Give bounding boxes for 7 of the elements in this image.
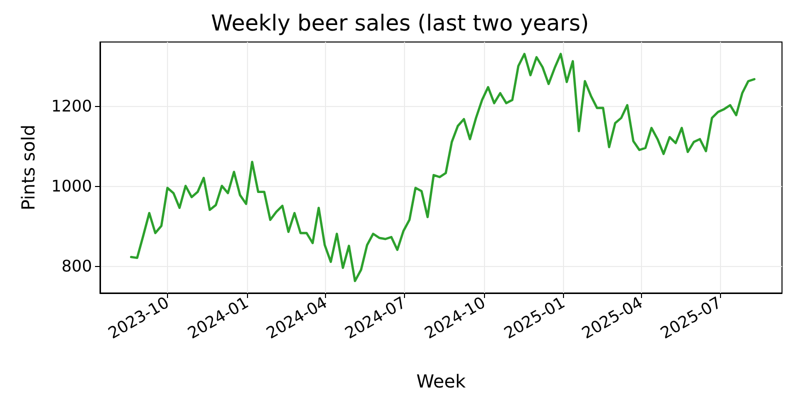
y-tick-label: 1200 bbox=[51, 96, 92, 116]
x-axis-title: Week bbox=[416, 372, 466, 392]
line-series bbox=[130, 52, 756, 282]
y-tick-label: 800 bbox=[61, 256, 92, 276]
y-axis-title: Pints sold bbox=[18, 124, 40, 210]
chart-title: Weekly beer sales (last two years) bbox=[211, 12, 589, 36]
y-tick-label: 1000 bbox=[51, 176, 92, 196]
